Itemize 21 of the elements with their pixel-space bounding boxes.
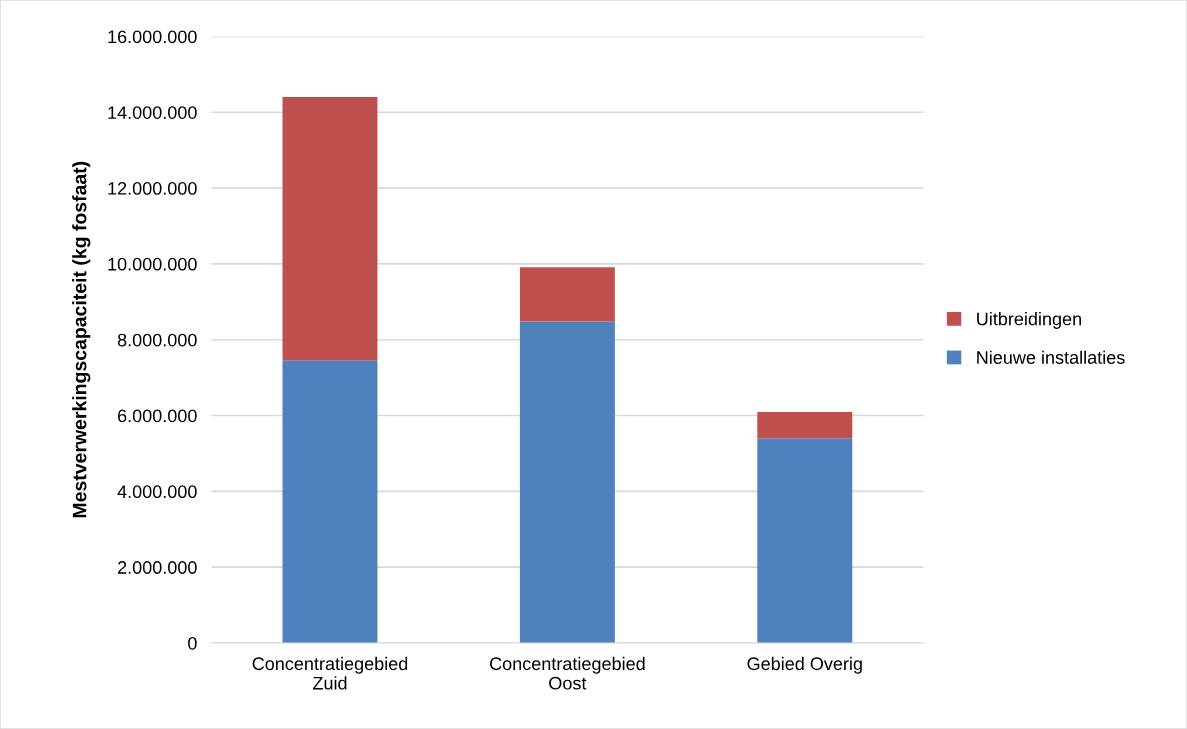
y-tick-label: 14.000.000 <box>108 106 197 119</box>
legend-label: Uitbreidingen <box>977 312 1081 329</box>
y-tick-label: 6.000.000 <box>118 409 197 423</box>
bar <box>757 412 853 439</box>
x-tick-label: Gebied Overig <box>747 656 862 674</box>
bar <box>519 321 615 643</box>
x-tick-label: Concentratiegebied Zuid <box>252 656 408 690</box>
y-tick-label: 8.000.000 <box>117 333 197 347</box>
y-tick-label: 2.000.000 <box>117 561 197 574</box>
x-tick-label: Concentratiegebied Oost <box>490 656 645 690</box>
bar <box>519 267 615 322</box>
y-tick-label: 16.000.000 <box>108 30 197 44</box>
y-tick-label: 10.000.000 <box>108 257 197 271</box>
y-axis-title: Mestverwerkingscapaciteit (kg fosfaat) <box>72 161 91 518</box>
legend-label: Nieuwe installaties <box>977 350 1125 364</box>
y-tick-label: 4.000.000 <box>117 485 197 499</box>
bar <box>757 438 853 643</box>
y-tick-label: 12.000.000 <box>108 182 197 195</box>
y-tick-label: 0 <box>188 636 197 650</box>
bar <box>282 97 378 361</box>
bar <box>282 360 378 643</box>
